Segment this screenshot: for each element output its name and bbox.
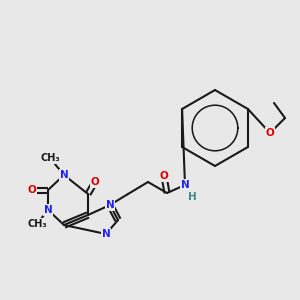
Text: N: N (181, 180, 189, 190)
Text: CH₃: CH₃ (27, 219, 47, 229)
Text: CH₃: CH₃ (40, 153, 60, 163)
Text: O: O (160, 171, 168, 181)
Text: N: N (106, 200, 114, 210)
Text: O: O (266, 128, 274, 138)
Text: O: O (28, 185, 36, 195)
Text: O: O (91, 177, 99, 187)
Text: N: N (60, 170, 68, 180)
Text: N: N (102, 229, 110, 239)
Text: N: N (44, 205, 52, 215)
Text: H: H (188, 192, 196, 202)
